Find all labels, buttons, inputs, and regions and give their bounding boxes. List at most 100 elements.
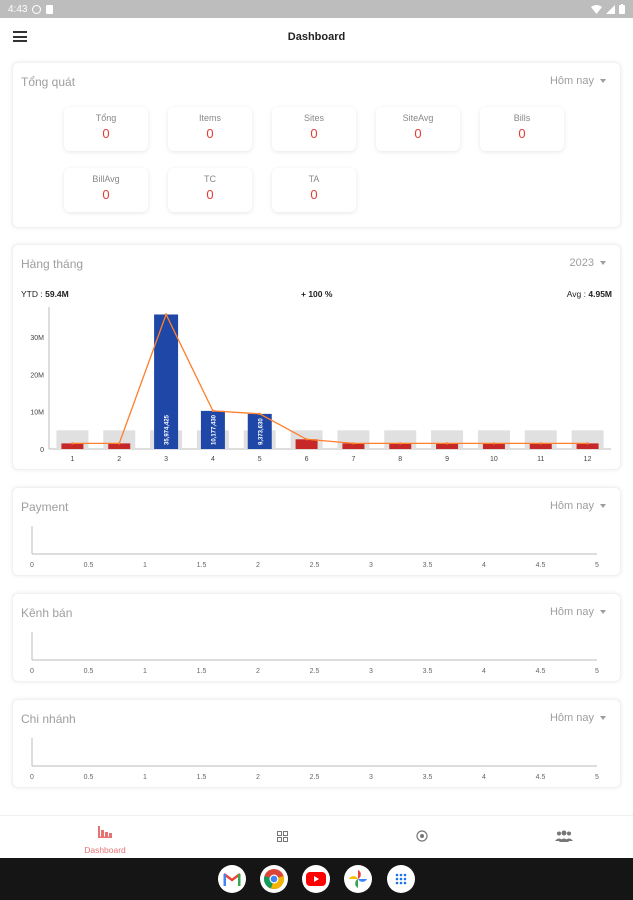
avg-label: Avg : <box>566 289 586 299</box>
x-tick-label: 4.5 <box>536 668 546 675</box>
x-tick-label: 0 <box>30 774 34 781</box>
trend-line <box>72 312 588 445</box>
growth-summary: + 100 % <box>301 289 333 299</box>
stat-label: TA <box>308 174 320 184</box>
chevron-down-icon <box>600 261 606 265</box>
trend-point <box>539 442 542 445</box>
bar-chart-icon <box>98 826 112 838</box>
data-bar <box>247 413 272 449</box>
payment-period-dropdown[interactable]: Hôm nay <box>550 500 606 512</box>
channel-period-dropdown[interactable]: Hôm nay <box>550 606 606 618</box>
channel-period-label: Hôm nay <box>549 606 594 618</box>
x-tick-label: 0.5 <box>84 774 94 781</box>
channel-card: Kênh bán Hôm nay 0 0.5 1 1.5 2 2.5 3 3.5 4 4.5 5 <box>12 593 621 682</box>
grid-icon <box>276 831 288 842</box>
trend-point <box>445 442 449 445</box>
stat-label: SiteAvg <box>402 113 434 123</box>
trend-point <box>586 442 589 445</box>
nav-location[interactable] <box>372 816 472 858</box>
youtube-app-icon[interactable] <box>302 865 330 893</box>
x-tick-label: 2 <box>256 774 260 781</box>
data-bar <box>389 443 412 449</box>
data-bar <box>295 439 318 449</box>
overview-title: Tổng quát <box>21 75 76 89</box>
stat-value: 0 <box>518 126 526 141</box>
nav-dashboard[interactable]: Dashboard <box>55 816 155 858</box>
x-tick-label: 1 <box>143 562 147 569</box>
x-tick-label: 4.5 <box>536 562 546 569</box>
x-tick-label: 5 <box>595 562 599 569</box>
x-tick-label: 2.5 <box>310 774 320 781</box>
overview-card: Tổng quát Hôm nay Tổng 0 Items 0 Sites 0… <box>12 62 621 228</box>
stat-tc[interactable]: TC 0 <box>168 168 252 212</box>
stat-label: Tổng <box>95 113 117 123</box>
menu-icon[interactable] <box>13 31 27 42</box>
stat-sites[interactable]: Sites 0 <box>272 107 356 151</box>
trend-point <box>352 442 355 445</box>
branch-card: Chi nhánh Hôm nay 0 0.5 1 1.5 2 2.5 3 3.5 4 4.5 5 <box>12 699 621 788</box>
nav-users[interactable] <box>514 816 614 858</box>
wifi-icon <box>591 4 602 14</box>
overview-period-label: Hôm nay <box>549 75 594 87</box>
stat-siteavg[interactable]: SiteAvg 0 <box>376 107 460 151</box>
stat-value: 0 <box>310 187 318 202</box>
x-tick-label: 0.5 <box>84 562 94 569</box>
chevron-down-icon <box>600 79 606 83</box>
avg-value: 4.95M <box>588 289 612 299</box>
x-tick-label: 5 <box>595 668 599 675</box>
chrome-app-icon[interactable] <box>260 865 288 893</box>
chevron-down-icon <box>600 610 606 614</box>
data-bar <box>108 443 131 449</box>
group-icon <box>555 830 573 842</box>
x-tick-label: 1 <box>70 456 74 463</box>
ytd-summary: YTD : 59.4M <box>21 289 69 299</box>
bar-data-label: 10,177,430 <box>211 414 217 445</box>
overview-period-dropdown[interactable]: Hôm nay <box>550 75 606 87</box>
stat-bills[interactable]: Bills 0 <box>480 107 564 151</box>
app-drawer-icon[interactable] <box>387 865 415 893</box>
payment-title: Payment <box>21 500 69 514</box>
gmail-app-icon[interactable] <box>218 865 246 893</box>
data-bar <box>529 443 552 449</box>
year-dropdown[interactable]: 2023 <box>570 257 606 269</box>
stat-value: 0 <box>310 126 318 141</box>
trend-point <box>118 442 121 445</box>
x-tick-label: 5 <box>258 456 262 463</box>
x-tick-label: 1.5 <box>197 774 207 781</box>
x-tick-label: 4 <box>482 774 486 781</box>
x-tick-label: 7 <box>351 456 355 463</box>
branch-chart: 0 0.5 1 1.5 2 2.5 3 3.5 4 4.5 5 <box>30 738 599 781</box>
branch-period-dropdown[interactable]: Hôm nay <box>550 712 606 724</box>
y-tick-label: 0 <box>40 447 44 454</box>
trend-point <box>399 442 402 445</box>
stat-ta[interactable]: TA 0 <box>272 168 356 212</box>
trend-point <box>164 313 168 316</box>
bottom-navigation: Dashboard <box>0 815 633 857</box>
branch-title: Chi nhánh <box>21 712 76 726</box>
x-tick-label: 0.5 <box>84 668 94 675</box>
payment-card: Payment Hôm nay 0 0.5 1 1.5 2 2.5 3 3.5 4 4.5 5 <box>12 487 621 576</box>
x-tick-label: 9 <box>445 456 449 463</box>
x-tick-label: 8 <box>398 456 402 463</box>
nav-grid[interactable] <box>232 816 332 858</box>
stat-billavg[interactable]: BillAvg 0 <box>64 168 148 212</box>
signal-icon <box>606 4 615 14</box>
clock: 4:43 <box>8 3 28 15</box>
avg-summary: Avg : 4.95M <box>567 289 612 299</box>
stat-value: 0 <box>414 126 422 141</box>
stat-tong[interactable]: Tổng 0 <box>64 107 148 151</box>
stat-value: 0 <box>206 187 214 202</box>
stat-items[interactable]: Items 0 <box>168 107 252 151</box>
target-icon <box>416 830 428 842</box>
payment-period-label: Hôm nay <box>549 500 594 512</box>
x-tick-label: 4 <box>211 456 215 463</box>
x-tick-label: 1 <box>143 668 147 675</box>
sync-icon <box>32 4 42 14</box>
photos-app-icon[interactable] <box>344 865 372 893</box>
chevron-down-icon <box>600 716 606 720</box>
ytd-value: 59.4M <box>45 289 69 299</box>
y-tick-label: 10M <box>30 410 44 417</box>
data-bar <box>436 443 459 449</box>
data-bar <box>342 443 365 449</box>
